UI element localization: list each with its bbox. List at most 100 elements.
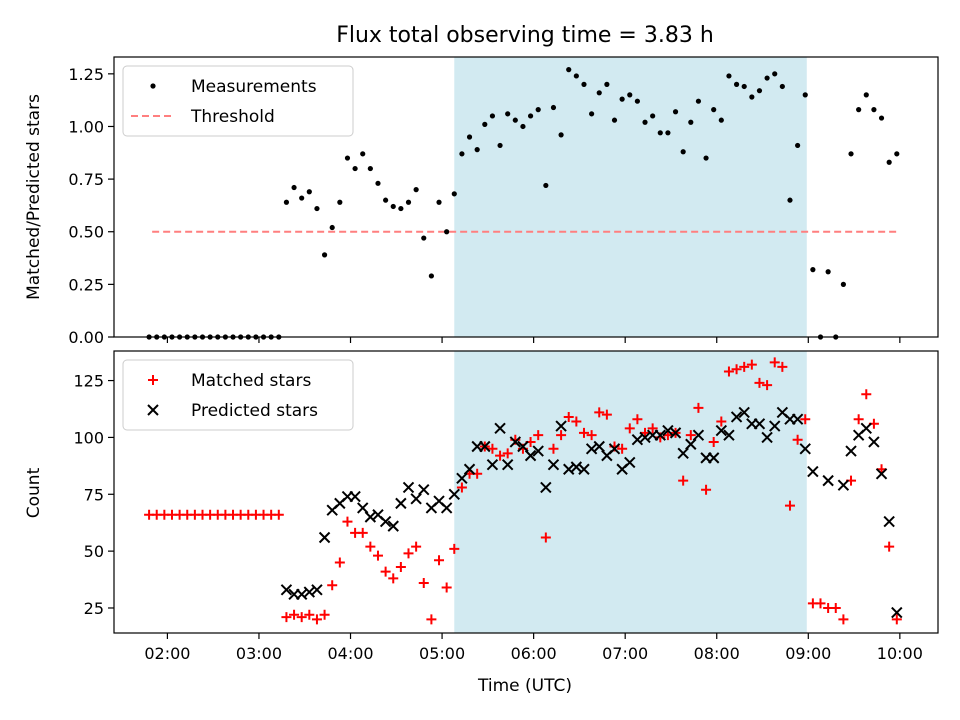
predicted-star-point bbox=[517, 440, 529, 453]
measurement-point bbox=[466, 134, 473, 140]
measurement-point bbox=[779, 83, 785, 90]
measurement-point bbox=[878, 115, 885, 121]
predicted-star-point bbox=[868, 436, 880, 448]
observing-interval-band bbox=[454, 57, 807, 337]
matched-star-point bbox=[304, 609, 315, 620]
predicted-star-point bbox=[654, 429, 666, 441]
measurement-point bbox=[299, 195, 305, 201]
y-tick-label: 100 bbox=[73, 428, 104, 447]
measurement-point bbox=[497, 142, 503, 149]
matched-star-point bbox=[311, 614, 322, 625]
observing-interval-band bbox=[454, 351, 807, 633]
predicted-star-point bbox=[357, 502, 369, 514]
measurement-point bbox=[535, 107, 541, 113]
predicted-star-point bbox=[311, 584, 323, 596]
predicted-star-point bbox=[456, 472, 468, 485]
matched-star-point bbox=[418, 577, 429, 588]
measurement-point bbox=[543, 182, 549, 189]
measurement-point bbox=[604, 81, 610, 87]
matched-star-point bbox=[708, 436, 719, 447]
matched-star-point bbox=[830, 602, 841, 613]
predicted-star-point bbox=[685, 438, 697, 450]
matched-star-point bbox=[487, 443, 498, 454]
count-panel: 02:00 03:00 04:00 05:00 06:00 07:00 08:00 09:00… bbox=[73, 350, 939, 663]
matched-star-point bbox=[594, 407, 605, 418]
y-tick-label: 50 bbox=[84, 542, 104, 561]
axes-frame bbox=[113, 56, 939, 338]
measurement-point bbox=[627, 92, 633, 98]
y-tick-label: 0.50 bbox=[68, 223, 104, 242]
matched-star-point bbox=[372, 550, 383, 561]
matched-star-point bbox=[624, 423, 635, 434]
predicted-star-point bbox=[524, 449, 537, 462]
matched-star-point bbox=[815, 598, 826, 609]
matched-star-point bbox=[586, 430, 597, 441]
measurement-point bbox=[329, 224, 335, 231]
matched-star-point bbox=[693, 402, 704, 413]
measurement-point bbox=[405, 199, 412, 205]
matched-star-point bbox=[273, 509, 284, 520]
predicted-star-point bbox=[791, 413, 804, 425]
predicted-star-point bbox=[463, 463, 476, 475]
measurement-point bbox=[451, 191, 457, 197]
measurement-point bbox=[619, 96, 625, 102]
measurement-point bbox=[428, 273, 434, 279]
measurement-point bbox=[856, 107, 862, 113]
measurement-point bbox=[863, 92, 869, 98]
predicted-star-point bbox=[318, 531, 331, 544]
matched-star-point bbox=[792, 434, 803, 445]
matched-star-point bbox=[556, 430, 567, 441]
measurement-point bbox=[314, 205, 320, 212]
matched-star-point bbox=[388, 573, 399, 584]
predicted-star-point bbox=[730, 411, 743, 423]
matched-star-point bbox=[563, 411, 574, 422]
predicted-star-point bbox=[845, 445, 857, 457]
measurement-point bbox=[527, 113, 534, 119]
matched-star-point bbox=[861, 389, 872, 400]
matched-star-point bbox=[571, 416, 582, 427]
matched-star-point bbox=[739, 361, 750, 372]
measurement-point bbox=[444, 229, 450, 235]
figure-title: Flux total observing time = 3.83 h bbox=[336, 23, 714, 48]
predicted-star-point bbox=[448, 488, 460, 500]
predicted-star-point bbox=[402, 481, 415, 494]
x-tick-label: 04:00 bbox=[327, 644, 373, 663]
measurement-point bbox=[657, 130, 663, 136]
measurement-point bbox=[581, 81, 587, 87]
legend-label: Threshold bbox=[190, 107, 275, 127]
measurement-point bbox=[665, 130, 671, 136]
measurement-point bbox=[566, 67, 572, 73]
matched-star-point bbox=[678, 475, 689, 486]
matched-star-point bbox=[502, 448, 513, 459]
measurement-point bbox=[321, 252, 328, 258]
measurement-point bbox=[352, 165, 358, 172]
matched-star-point bbox=[540, 532, 551, 543]
legend-measurement-marker bbox=[150, 83, 156, 89]
measurement-point bbox=[283, 199, 290, 205]
matched-star-point bbox=[434, 555, 445, 566]
measurement-point bbox=[871, 107, 877, 113]
matched-star-point bbox=[723, 366, 734, 377]
measurement-point bbox=[634, 98, 640, 104]
x-tick-label: 07:00 bbox=[602, 644, 648, 663]
measurement-point bbox=[520, 123, 526, 130]
measurement-point bbox=[711, 107, 717, 113]
measurement-point bbox=[291, 184, 297, 191]
measurement-point bbox=[550, 104, 557, 111]
predicted-star-point bbox=[807, 465, 819, 478]
matched-star-point bbox=[533, 430, 544, 441]
y-tick-label: 1.00 bbox=[68, 117, 104, 136]
measurement-point bbox=[886, 159, 892, 165]
matched-star-point bbox=[769, 357, 780, 368]
count-y-axis-label: Count bbox=[24, 467, 44, 518]
predicted-star-point bbox=[875, 468, 888, 480]
matched-star-point bbox=[601, 409, 612, 420]
measurement-point bbox=[505, 111, 511, 117]
x-tick-label: 03:00 bbox=[236, 644, 282, 663]
measurement-point bbox=[596, 90, 602, 96]
measurement-point bbox=[375, 180, 381, 186]
predicted-star-point bbox=[540, 481, 552, 494]
measurement-point bbox=[741, 83, 747, 90]
matched-star-point bbox=[395, 562, 406, 573]
